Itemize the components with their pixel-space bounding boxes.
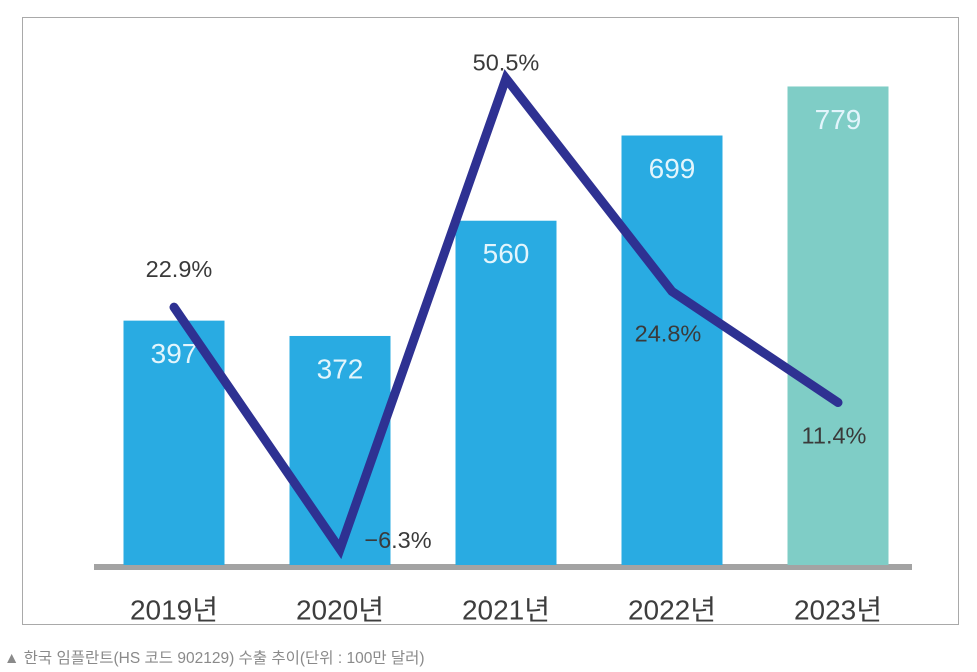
chart-svg: 397 2019년 372 2020년 560 2021년 699 2022년 779 2023년… bbox=[94, 49, 912, 625]
chart-caption: ▲ 한국 임플란트(HS 코드 902129) 수출 추이(단위 : 100만 … bbox=[4, 650, 425, 667]
bar-2021년 bbox=[455, 220, 557, 565]
rate-label: 50.5% bbox=[473, 49, 540, 75]
x-axis-label: 2022년 bbox=[628, 595, 716, 625]
bar-value-label: 560 bbox=[483, 238, 530, 269]
x-axis-label: 2023년 bbox=[794, 595, 882, 625]
bar-value-label: 699 bbox=[649, 153, 696, 184]
bar-value-label: 779 bbox=[815, 104, 862, 135]
x-axis-label: 2021년 bbox=[462, 595, 550, 625]
x-axis-label: 2019년 bbox=[130, 595, 218, 625]
growth-rate-line bbox=[169, 69, 843, 560]
bar-value-label: 372 bbox=[317, 353, 364, 384]
rate-label: −6.3% bbox=[364, 527, 431, 553]
bar-value-label: 397 bbox=[151, 338, 198, 369]
bar-2023년 bbox=[787, 86, 889, 566]
bar-2022년 bbox=[621, 135, 723, 565]
rate-label: 22.9% bbox=[146, 256, 213, 282]
x-axis-baseline bbox=[94, 564, 912, 570]
chart-container: 397 2019년 372 2020년 560 2021년 699 2022년 779 2023년… bbox=[22, 17, 959, 625]
rate-label: 11.4% bbox=[802, 422, 867, 448]
rate-label: 24.8% bbox=[635, 320, 702, 346]
x-axis-label: 2020년 bbox=[296, 595, 384, 625]
